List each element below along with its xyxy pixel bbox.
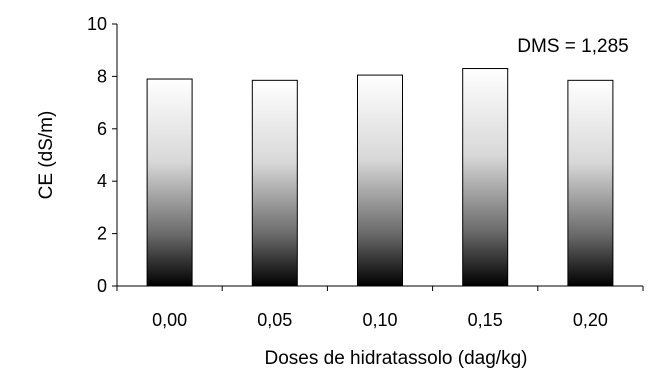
bar (251, 79, 298, 287)
bar (462, 68, 509, 287)
bar (567, 79, 614, 287)
y-tick-label: 6 (97, 119, 107, 139)
y-tick-label: 10 (87, 14, 107, 34)
x-tick-label: 0,15 (468, 310, 503, 330)
y-tick-label: 4 (97, 171, 107, 191)
y-tick-label: 8 (97, 66, 107, 86)
bar (146, 78, 193, 287)
x-tick-label: 0,00 (152, 310, 187, 330)
y-axis-title: CE (dS/m) (36, 111, 57, 200)
x-axis: 0,00 0,05 0,10 0,15 0,20 (116, 285, 644, 330)
bars (146, 68, 614, 287)
y-axis: 0 2 4 6 8 10 (87, 14, 118, 296)
bar (357, 74, 403, 287)
x-axis-title: Doses de hidratassolo (dag/kg) (265, 348, 528, 369)
x-tick-label: 0,05 (257, 310, 292, 330)
dms-annotation: DMS = 1,285 (517, 36, 628, 57)
y-tick-label: 0 (97, 276, 107, 296)
x-tick-label: 0,20 (573, 310, 608, 330)
x-tick-label: 0,10 (362, 310, 397, 330)
y-tick-label: 2 (97, 224, 107, 244)
